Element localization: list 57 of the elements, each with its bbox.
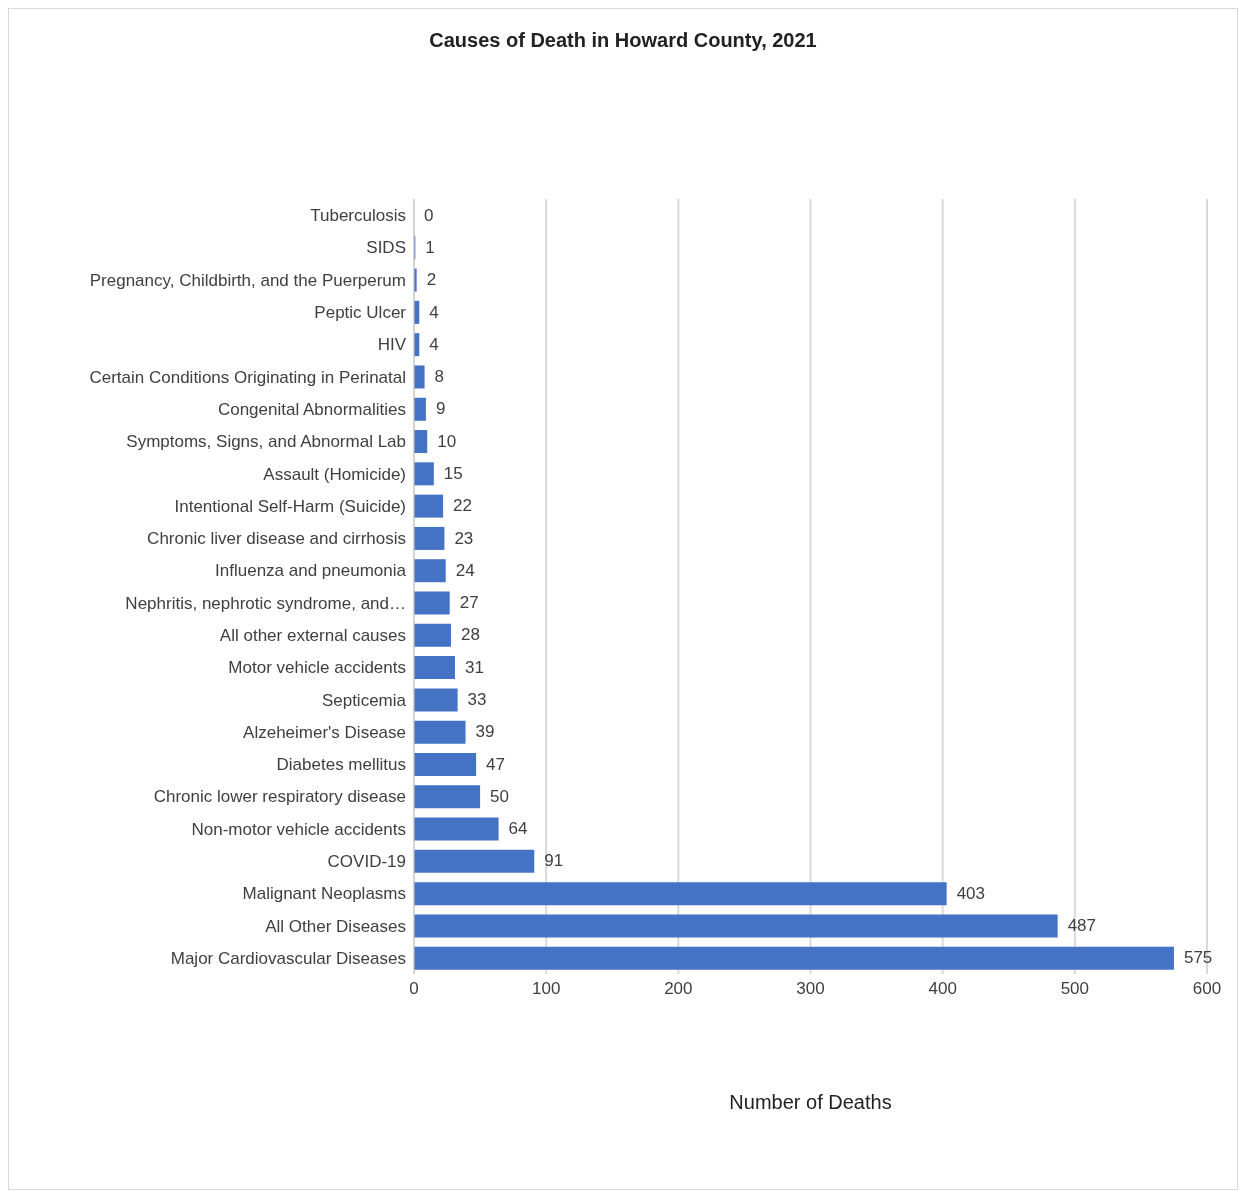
data-label: 2 [426, 270, 437, 290]
data-label: 4 [429, 302, 439, 322]
data-label: 91 [544, 851, 564, 871]
data-label: 27 [459, 593, 479, 613]
y-tick-label: Nephritis, nephrotic syndrome, and… [125, 593, 406, 613]
y-tick-label: Diabetes mellitus [276, 755, 406, 775]
y-tick-label: SIDS [366, 238, 406, 258]
data-label: 8 [434, 367, 445, 387]
y-tick-label: Septicemia [321, 690, 407, 710]
y-tick-label: Intentional Self-Harm (Suicide) [174, 496, 406, 516]
y-tick-label: Pregnancy, Childbirth, and the Puerperum [89, 270, 406, 290]
y-tick-label: Peptic Ulcer [314, 303, 407, 323]
x-axis-title: Number of Deaths [729, 1091, 892, 1113]
data-label: 31 [464, 657, 484, 677]
data-label: 9 [435, 399, 446, 419]
y-tick-label: Influenza and pneumonia [215, 561, 407, 581]
data-label: 0 [424, 205, 434, 225]
y-tick-label: All other external causes [219, 625, 406, 645]
y-tick-label: Non-motor vehicle accidents [191, 819, 406, 839]
data-label: 22 [453, 496, 472, 516]
data-label: 47 [486, 754, 506, 774]
x-tick-label: 500 [1060, 979, 1090, 999]
y-tick-label: Congenital Abnormalities [217, 399, 406, 419]
y-tick-label: Tuberculosis [310, 206, 406, 226]
data-label: 10 [437, 431, 457, 451]
data-label: 39 [475, 722, 495, 742]
y-tick-label: HIV [377, 335, 407, 355]
y-tick-label: Certain Conditions Originating in Perinatal [89, 367, 406, 387]
data-label: 23 [454, 528, 474, 548]
x-tick-label: 600 [1192, 979, 1222, 999]
y-tick-label: Motor vehicle accidents [228, 658, 406, 678]
x-tick-label: 300 [796, 979, 825, 999]
data-label: 64 [508, 819, 528, 839]
data-label: 4 [429, 334, 439, 354]
y-tick-label: Chronic lower respiratory disease [153, 787, 406, 807]
y-tick-label: All Other Diseases [265, 916, 406, 936]
y-tick-label: Chronic liver disease and cirrhosis [147, 529, 406, 549]
data-label: 403 [956, 883, 986, 903]
chart-title: Causes of Death in Howard County, 2021 [428, 29, 818, 52]
data-label: 28 [461, 625, 480, 645]
data-label: 33 [467, 690, 487, 710]
y-tick-label: Assault (Homicide) [263, 464, 406, 484]
y-tick-label: Major Cardiovascular Diseases [170, 948, 406, 968]
x-tick-label: 200 [664, 979, 693, 999]
data-label: 24 [455, 560, 475, 580]
y-tick-label: Alzeheimer's Disease [243, 722, 406, 742]
data-label: 15 [443, 463, 463, 483]
y-tick-label: Symptoms, Signs, and Abnormal Lab [126, 432, 406, 452]
data-label: 575 [1183, 948, 1213, 968]
x-tick-label: 100 [531, 979, 561, 999]
y-tick-label: Malignant Neoplasms [242, 884, 406, 904]
data-label: 487 [1067, 916, 1097, 936]
y-tick-label: COVID-19 [327, 852, 406, 872]
x-tick-label: 400 [928, 979, 957, 999]
x-tick-label: 0 [409, 979, 419, 999]
data-label: 1 [425, 237, 435, 257]
data-label: 50 [490, 786, 510, 806]
